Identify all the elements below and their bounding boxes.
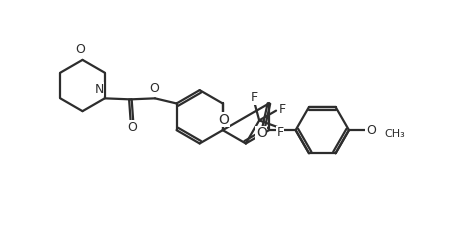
Text: N: N [94, 83, 104, 96]
Text: F: F [276, 126, 284, 139]
Text: F: F [279, 103, 286, 116]
Text: F: F [251, 91, 258, 104]
Text: O: O [127, 121, 137, 133]
Text: O: O [75, 43, 85, 56]
Text: O: O [256, 126, 267, 140]
Text: O: O [366, 124, 376, 137]
Text: CH₃: CH₃ [385, 129, 405, 139]
Text: O: O [219, 113, 229, 126]
Text: O: O [149, 82, 159, 95]
